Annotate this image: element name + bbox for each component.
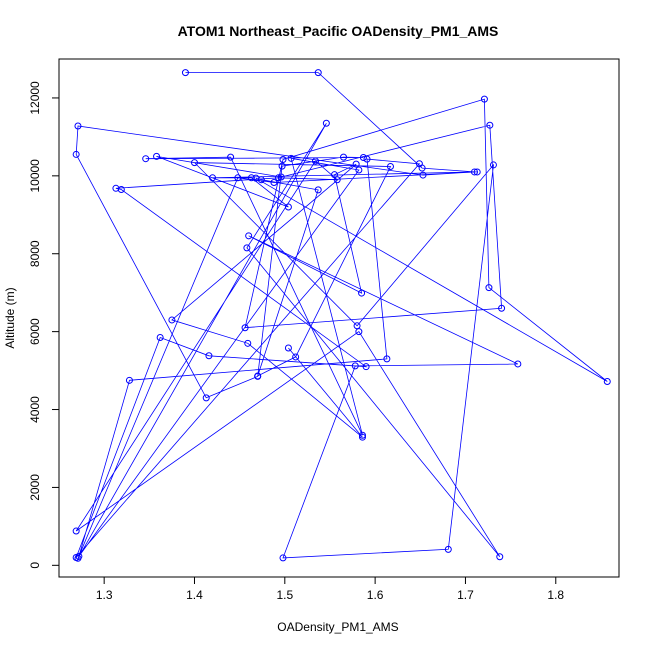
y-tick-label: 12000 (28, 81, 42, 115)
data-point (274, 174, 282, 182)
data-point (227, 153, 235, 161)
data-point (486, 121, 494, 129)
x-axis-title: OADensity_PM1_AMS (277, 620, 398, 634)
x-tick-label: 1.3 (96, 588, 113, 602)
data-point (279, 554, 287, 562)
data-point (190, 159, 198, 167)
data-point (72, 150, 80, 158)
data-point (202, 394, 210, 402)
data-point (74, 122, 82, 130)
x-tick-label: 1.4 (186, 588, 203, 602)
data-point (415, 160, 423, 168)
data-point (355, 166, 363, 174)
data-point (496, 553, 504, 561)
data-point (142, 155, 150, 163)
data-point (485, 284, 493, 292)
data-point (243, 244, 251, 252)
series-line (75, 72, 608, 559)
data-point (241, 324, 249, 332)
y-tick-label: 10000 (28, 159, 42, 193)
x-axis: 1.3 1.4 1.5 1.6 1.7 1.8 (96, 576, 564, 602)
data-point (363, 155, 371, 163)
data-point (473, 168, 481, 176)
data-point (386, 162, 394, 170)
data-point (480, 95, 488, 103)
data-point (362, 363, 370, 371)
data-point (277, 173, 285, 181)
data-point (444, 545, 452, 553)
data-point (72, 527, 80, 535)
data-point (314, 186, 322, 194)
data-point (74, 554, 82, 562)
data-point (340, 153, 348, 161)
data-point (292, 353, 300, 361)
data-point (205, 352, 213, 360)
y-tick-label: 2000 (28, 474, 42, 501)
x-tick-label: 1.8 (547, 588, 564, 602)
y-axis: 0 2000 4000 6000 8000 10000 12000 (28, 81, 60, 569)
data-point (257, 176, 265, 184)
data-point (247, 174, 255, 182)
chart-title: ATOM1 Northeast_Pacific OADensity_PM1_AM… (178, 23, 499, 39)
data-point (153, 152, 161, 160)
data-point (168, 316, 176, 324)
data-point (278, 162, 286, 170)
data-point (312, 157, 320, 165)
data-point (254, 372, 262, 380)
data-point (419, 171, 427, 179)
data-point (234, 174, 242, 182)
data-point (314, 69, 322, 77)
data-point (330, 171, 338, 179)
data-point (284, 344, 292, 352)
data-point (383, 355, 391, 363)
data-point (287, 154, 295, 162)
data-point (498, 304, 506, 312)
data-point (514, 360, 522, 368)
data-point (209, 174, 217, 182)
data-point (358, 433, 366, 441)
data-point (470, 168, 478, 176)
y-tick-label: 0 (28, 562, 42, 569)
data-point (284, 203, 292, 211)
data-point (358, 289, 366, 297)
data-point (603, 377, 611, 385)
data-point (359, 154, 367, 162)
data-point (244, 339, 252, 347)
x-tick-label: 1.6 (367, 588, 384, 602)
data-point (279, 155, 287, 163)
data-point (353, 322, 361, 330)
data-point (358, 431, 366, 439)
y-tick-label: 8000 (28, 240, 42, 267)
data-point (156, 333, 164, 341)
data-point (270, 178, 278, 186)
data-point (489, 161, 497, 169)
y-axis-title: Altitude (m) (3, 287, 17, 348)
x-tick-label: 1.7 (457, 588, 474, 602)
data-point (351, 362, 359, 370)
y-tick-label: 4000 (28, 396, 42, 423)
data-point (125, 376, 133, 384)
data-point (352, 160, 360, 168)
data-point (245, 232, 253, 240)
data-point (322, 119, 330, 127)
series-layer (72, 69, 611, 562)
data-point (181, 69, 189, 77)
x-tick-label: 1.5 (276, 588, 293, 602)
data-point (112, 184, 120, 192)
y-tick-label: 6000 (28, 318, 42, 345)
